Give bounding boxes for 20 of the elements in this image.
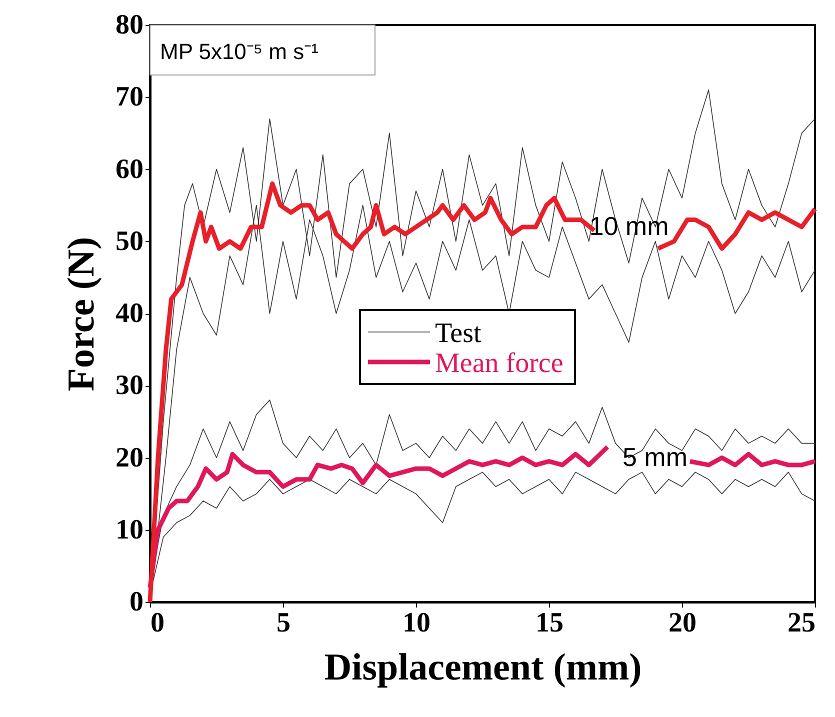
y-tick-label: 40 <box>116 298 144 329</box>
text: MP 5x10⁻⁵ m s⁻¹ <box>160 39 318 64</box>
x-tick-label: 20 <box>668 608 696 638</box>
x-tick-label: 0 <box>150 608 164 638</box>
x-tick-label: 5 <box>276 608 290 638</box>
y-tick-label: 80 <box>116 10 144 40</box>
y-tick-label: 20 <box>116 442 144 474</box>
x-axis-title: Displacement (mm) <box>324 646 642 688</box>
y-tick-label: 10 <box>116 514 144 546</box>
x-tick-label: 25 <box>788 608 816 638</box>
legend-label: Test <box>435 318 482 349</box>
y-tick-label: 0 <box>130 586 144 618</box>
x-tick-label: 10 <box>402 608 430 638</box>
y-tick-label: 70 <box>116 82 144 113</box>
y-tick-label: 30 <box>116 370 144 402</box>
legend-label: Mean force <box>435 348 564 379</box>
y-tick-label: 60 <box>116 154 144 185</box>
y-axis-title: Force (N) <box>60 236 102 392</box>
y-tick-label: 50 <box>116 226 144 257</box>
x-tick-label: 15 <box>536 608 564 638</box>
